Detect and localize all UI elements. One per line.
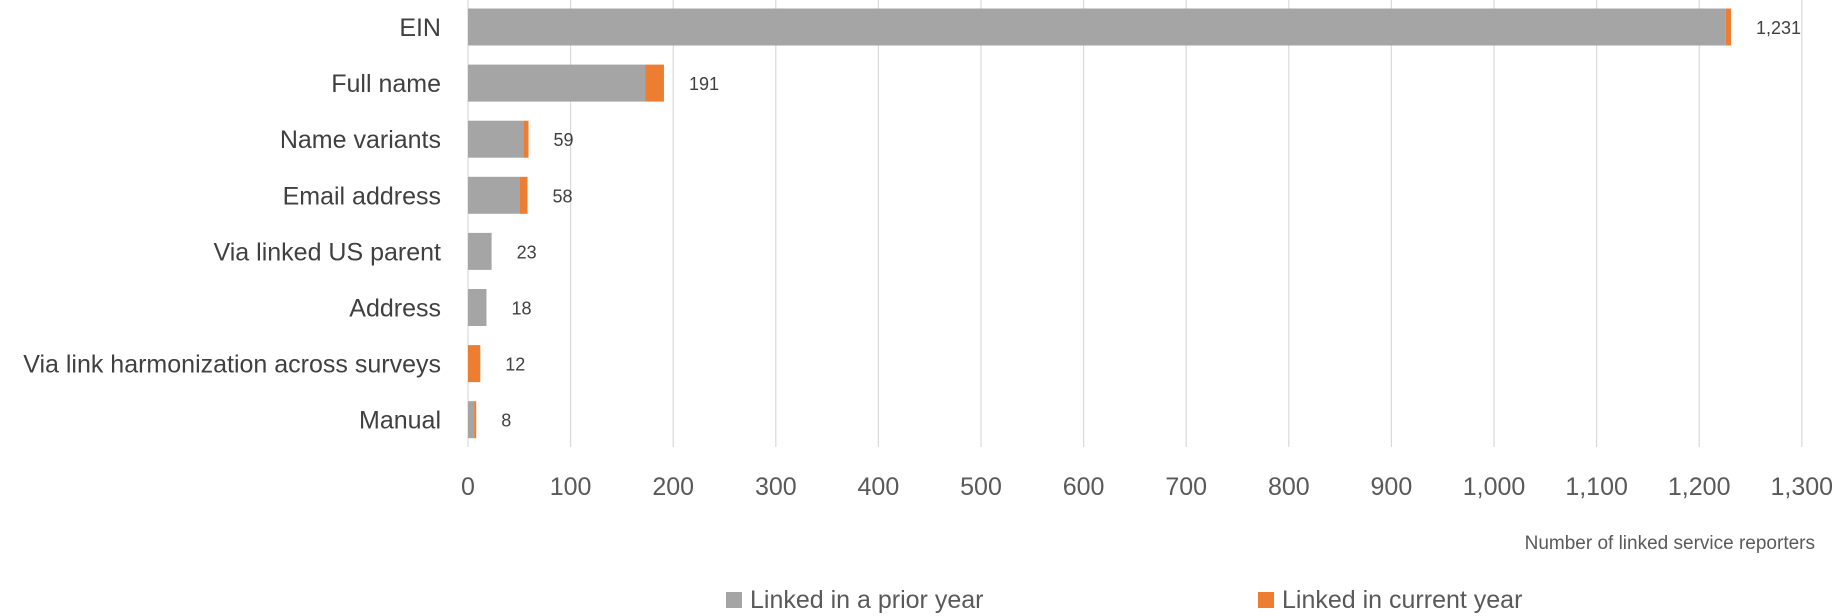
bar-prior-year <box>468 232 492 270</box>
data-label: 23 <box>517 242 537 262</box>
x-tick-label: 100 <box>550 473 592 501</box>
bar-current-year <box>645 64 664 102</box>
bar-current-year <box>468 345 481 383</box>
data-label: 1,231 <box>1756 18 1801 38</box>
category-label: Via link harmonization across surveys <box>23 351 441 379</box>
x-tick-label: 1,200 <box>1668 473 1731 501</box>
category-label: EIN <box>399 14 441 42</box>
x-tick-label: 1,100 <box>1565 473 1628 501</box>
x-tick-label: 0 <box>461 473 475 501</box>
category-label: Manual <box>359 407 441 435</box>
bar-prior-year <box>468 401 475 439</box>
bar-current-year <box>1725 8 1732 46</box>
bar-current-year <box>523 120 529 158</box>
x-tick-label: 300 <box>755 473 797 501</box>
x-tick-label: 800 <box>1268 473 1310 501</box>
x-tick-label: 1,000 <box>1463 473 1526 501</box>
data-label: 58 <box>553 186 573 206</box>
bar-current-year <box>474 401 477 439</box>
x-axis-title: Number of linked service reporters <box>1525 533 1815 554</box>
category-labels: EIN Full name Name variants Email address Vi… <box>23 14 441 435</box>
bars <box>468 8 1732 439</box>
category-label: Address <box>349 295 441 323</box>
data-label: 18 <box>511 299 531 319</box>
legend-swatch <box>726 592 742 608</box>
data-labels: 1,231 191 59 58 23 18 12 8 <box>501 18 1801 431</box>
legend-swatch <box>1258 592 1274 608</box>
category-label: Full name <box>331 70 441 98</box>
bar-prior-year <box>468 64 646 102</box>
bar-prior-year <box>468 8 1726 46</box>
gridlines <box>467 0 1803 447</box>
x-tick-label: 900 <box>1371 473 1413 501</box>
x-tick-label: 1,300 <box>1771 473 1834 501</box>
legend: Linked in a prior year Linked in current … <box>726 586 1522 614</box>
x-tick-label: 700 <box>1165 473 1207 501</box>
category-label: Via linked US parent <box>214 238 442 266</box>
data-label: 12 <box>505 355 525 375</box>
x-tick-label: 400 <box>858 473 900 501</box>
data-label: 191 <box>689 74 719 94</box>
x-tick-label: 500 <box>960 473 1002 501</box>
x-tick-label: 600 <box>1063 473 1105 501</box>
legend-label: Linked in a prior year <box>750 586 983 614</box>
legend-label: Linked in current year <box>1282 586 1522 614</box>
bar-prior-year <box>468 176 520 214</box>
category-label: Email address <box>283 182 441 210</box>
bar-prior-year <box>468 120 524 158</box>
category-label: Name variants <box>280 126 441 154</box>
data-label: 59 <box>554 130 574 150</box>
data-label: 8 <box>501 411 511 431</box>
x-tick-labels: 0 100 200 300 400 500 600 700 800 900 1,000 1,100 1,… <box>461 473 1833 501</box>
x-tick-label: 200 <box>652 473 694 501</box>
bar-prior-year <box>468 289 487 326</box>
bar-current-year <box>519 176 528 214</box>
